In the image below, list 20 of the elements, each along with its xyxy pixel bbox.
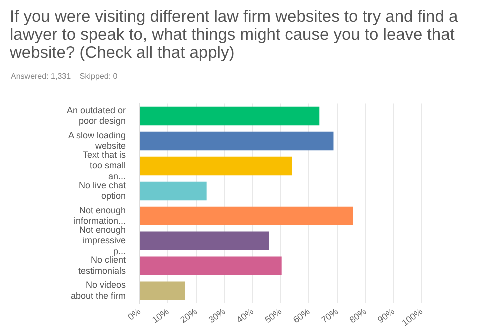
chart-title: If you were visiting different law firm websites to try and find a lawyer to speak to, what things might cause you to leave that website? (Check all that apply) [9, 8, 460, 62]
y-tick-label: Not enough information... [74, 205, 126, 226]
y-tick-label: Not enough impressive p... [79, 224, 126, 256]
x-tick-label: 20% [178, 306, 200, 326]
x-tick-label: 50% [263, 306, 284, 326]
x-tick-label: 80% [348, 306, 368, 326]
x-tick-label: 90% [376, 306, 396, 326]
text: Answered: 1,331 Skipped: 0 [10, 72, 119, 81]
y-tick-label: Text that is too small an... [82, 150, 126, 182]
x-tick-label: 30% [206, 306, 228, 326]
y-tick-label: No client testimonials [78, 255, 126, 276]
x-tick-label: 40% [235, 306, 256, 326]
y-tick-label: No live chat option [78, 180, 126, 202]
x-tick-label: 70% [320, 306, 340, 326]
y-tick-label: A slow loading website [68, 130, 126, 152]
y-tick-label: No videos about the firm [70, 280, 126, 302]
x-tick-label: 10% [150, 306, 171, 326]
x-tick-label: 0% [126, 306, 143, 322]
y-tick-label: An outdated or poor design [66, 105, 126, 126]
x-tick-label: 60% [291, 306, 312, 326]
